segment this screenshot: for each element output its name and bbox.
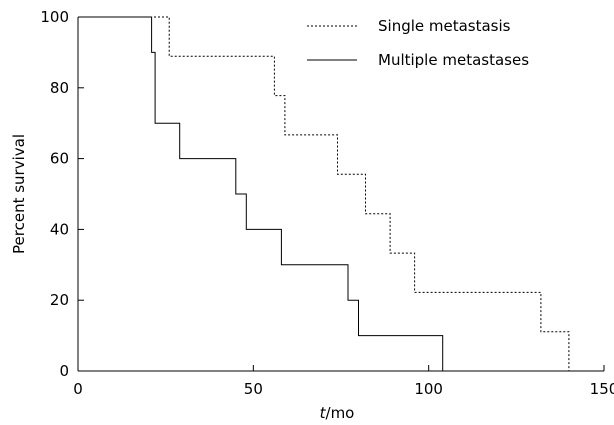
series-group — [78, 16, 570, 371]
legend: Single metastasis Multiple metastases — [307, 17, 529, 69]
y-tick-label: 40 — [50, 220, 69, 238]
x-tick-label: 50 — [244, 380, 263, 398]
x-axis-title: t/mo — [320, 404, 355, 422]
y-tick-label: 20 — [50, 291, 69, 309]
x-tick-label: 100 — [414, 380, 443, 398]
plot-area: 0 50 100 150 0 20 40 60 80 100 — [40, 8, 614, 398]
x-axis-title-italic: t — [320, 404, 327, 422]
y-tick-label: 80 — [50, 79, 69, 97]
x-ticks: 0 50 100 150 — [73, 365, 614, 398]
x-tick-label: 150 — [590, 380, 614, 398]
y-tick-label: 100 — [40, 8, 69, 26]
series-line-multiple-metastases — [78, 16, 444, 371]
legend-item-multiple: Multiple metastases — [307, 51, 529, 69]
legend-item-single: Single metastasis — [307, 17, 511, 35]
y-tick-label: 60 — [50, 150, 69, 168]
series-line-single-metastasis — [78, 16, 570, 371]
y-tick-label: 0 — [59, 362, 69, 380]
y-ticks: 0 20 40 60 80 100 — [40, 8, 84, 380]
legend-label-single: Single metastasis — [378, 17, 511, 35]
y-axis-title: Percent survival — [10, 134, 28, 254]
legend-label-multiple: Multiple metastases — [378, 51, 529, 69]
x-tick-label: 0 — [73, 380, 83, 398]
x-axis-title-unit: /mo — [326, 404, 355, 422]
